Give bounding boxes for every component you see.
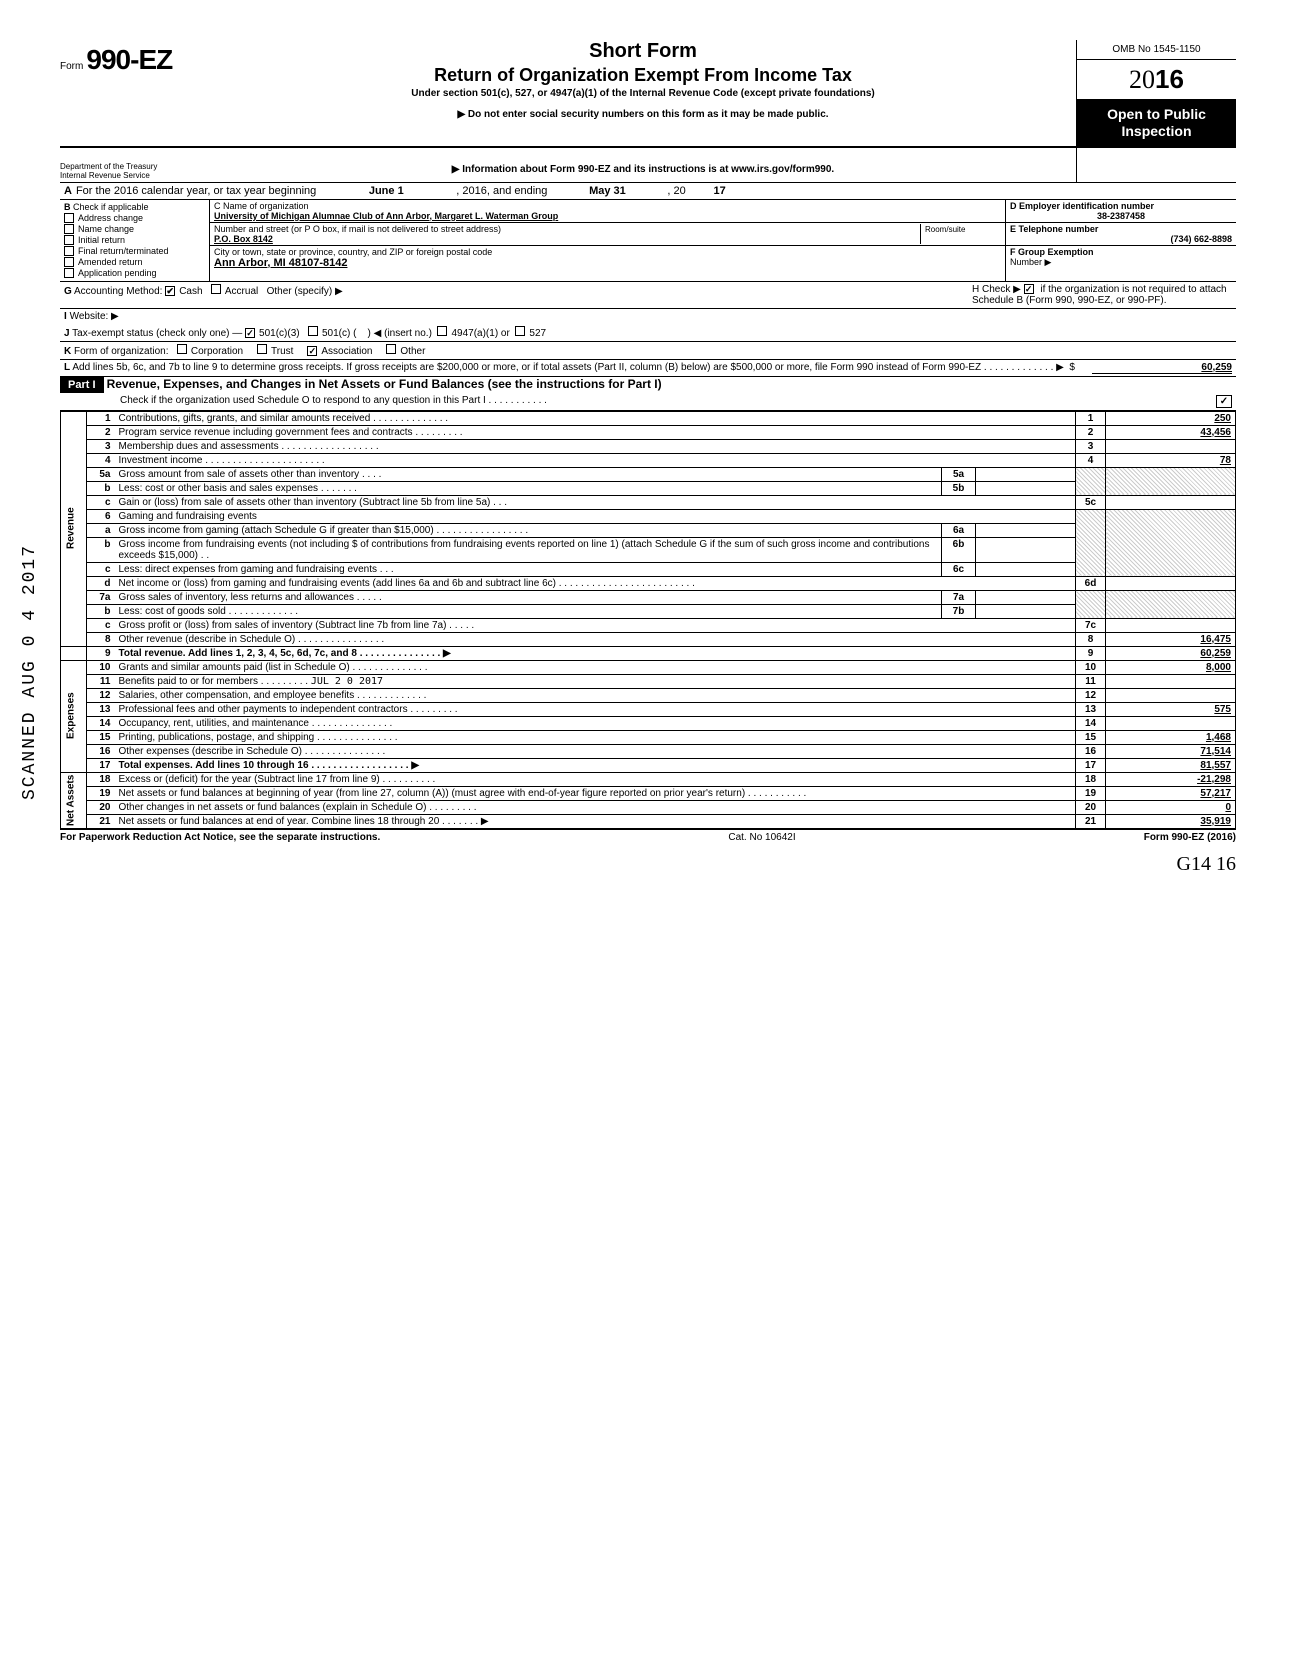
note-ssn: ▶ Do not enter social security numbers o… <box>218 109 1068 120</box>
paperwork-notice: For Paperwork Reduction Act Notice, see … <box>60 832 380 843</box>
phone-label: E Telephone number <box>1010 224 1232 234</box>
section-b: B Check if applicable Address change Nam… <box>60 200 210 281</box>
cb-527[interactable] <box>515 326 525 336</box>
cb-other-org[interactable] <box>386 344 396 354</box>
row-l: L Add lines 5b, 6c, and 7b to line 9 to … <box>60 360 1236 376</box>
dept-treasury: Department of the Treasury <box>60 162 206 171</box>
scanned-stamp: SCANNED AUG 0 4 2017 <box>20 544 40 800</box>
line-21-amt: 35,919 <box>1106 814 1236 828</box>
form-header: Form 990-EZ Short Form Return of Organiz… <box>60 40 1236 148</box>
cb-initial-return[interactable] <box>64 235 74 245</box>
section-def: D Employer identification number 38-2387… <box>1006 200 1236 281</box>
line-19-amt: 57,217 <box>1106 786 1236 800</box>
cb-501c[interactable] <box>308 326 318 336</box>
group-exemption-label: F Group Exemption <box>1010 247 1094 257</box>
cb-address-change[interactable] <box>64 213 74 223</box>
line-16-amt: 71,514 <box>1106 744 1236 758</box>
line-2-amt: 43,456 <box>1106 425 1236 439</box>
cb-amended-return[interactable] <box>64 257 74 267</box>
form-table: Revenue 1Contributions, gifts, grants, a… <box>60 411 1236 829</box>
group-exemption-number-label: Number ▶ <box>1010 257 1051 267</box>
line-9-amt: 60,259 <box>1106 646 1236 660</box>
line-20-amt: 0 <box>1106 800 1236 814</box>
cb-schedule-b[interactable]: ✓ <box>1024 284 1034 294</box>
subtitle: Under section 501(c), 527, or 4947(a)(1)… <box>218 88 1068 99</box>
year-end-month: May 31 <box>547 185 667 197</box>
org-name: University of Michigan Alumnae Club of A… <box>214 211 1001 221</box>
line-17-amt: 81,557 <box>1106 758 1236 772</box>
line-18-amt: -21,298 <box>1106 772 1236 786</box>
row-j: J Tax-exempt status (check only one) — ✓… <box>60 324 1236 342</box>
info-note: ▶ Information about Form 990-EZ and its … <box>210 148 1076 182</box>
cb-name-change[interactable] <box>64 224 74 234</box>
cb-application-pending[interactable] <box>64 268 74 278</box>
cb-schedule-o[interactable]: ✓ <box>1216 395 1232 408</box>
section-a: A For the 2016 calendar year, or tax yea… <box>60 183 1236 200</box>
line-1-amt: 250 <box>1106 411 1236 425</box>
line-11-amt <box>1106 674 1236 688</box>
omb-number: OMB No 1545-1150 <box>1077 40 1236 60</box>
cb-association[interactable]: ✓ <box>307 346 317 356</box>
cb-accrual[interactable] <box>211 284 221 294</box>
phone: (734) 662-8898 <box>1010 234 1232 244</box>
line-3-amt <box>1106 439 1236 453</box>
street-label: Number and street (or P O box, if mail i… <box>214 224 920 234</box>
org-name-label: C Name of organization <box>214 201 1001 211</box>
jul-stamp: JUL 2 0 2017 <box>311 676 383 687</box>
header-grid: B Check if applicable Address change Nam… <box>60 200 1236 282</box>
part1-header: Part I Revenue, Expenses, and Changes in… <box>60 376 1236 411</box>
side-net-assets: Net Assets <box>61 772 87 828</box>
gross-receipts: 60,259 <box>1092 362 1232 374</box>
open-public-badge: Open to Public Inspection <box>1077 100 1236 146</box>
ein-label: D Employer identification number <box>1010 201 1232 211</box>
cat-no: Cat. No 10642I <box>728 832 795 843</box>
street: P.O. Box 8142 <box>214 234 920 244</box>
form-ref: Form 990-EZ (2016) <box>1144 832 1236 843</box>
side-expenses: Expenses <box>61 660 87 772</box>
cb-4947[interactable] <box>437 326 447 336</box>
handwritten-note: G14 16 <box>60 853 1236 876</box>
row-g-h: G Accounting Method: ✔Cash Accrual Other… <box>60 282 1236 309</box>
footer: For Paperwork Reduction Act Notice, see … <box>60 829 1236 843</box>
main-title: Return of Organization Exempt From Incom… <box>218 65 1068 86</box>
cb-corporation[interactable] <box>177 344 187 354</box>
year-end-yy: 17 <box>686 185 726 197</box>
city-label: City or town, state or province, country… <box>214 247 1001 257</box>
row-k: K Form of organization: Corporation Trus… <box>60 342 1236 360</box>
cb-501c3[interactable]: ✓ <box>245 328 255 338</box>
form-number: 990-EZ <box>86 44 172 75</box>
short-form-title: Short Form <box>218 40 1068 63</box>
year-begin: June 1 <box>316 185 456 197</box>
line-15-amt: 1,468 <box>1106 730 1236 744</box>
room-suite-label: Room/suite <box>921 224 1001 244</box>
line-14-amt <box>1106 716 1236 730</box>
line-12-amt <box>1106 688 1236 702</box>
dept-row: Department of the Treasury Internal Reve… <box>60 148 1236 183</box>
section-c: C Name of organization University of Mic… <box>210 200 1006 281</box>
ein: 38-2387458 <box>1010 211 1232 221</box>
side-revenue: Revenue <box>61 411 87 646</box>
line-4-amt: 78 <box>1106 453 1236 467</box>
cb-trust[interactable] <box>257 344 267 354</box>
dept-irs: Internal Revenue Service <box>60 171 206 180</box>
cb-cash[interactable]: ✔ <box>165 286 175 296</box>
line-8-amt: 16,475 <box>1106 632 1236 646</box>
cb-final-return[interactable] <box>64 246 74 256</box>
city: Ann Arbor, MI 48107-8142 <box>214 257 1001 269</box>
line-13-amt: 575 <box>1106 702 1236 716</box>
line-10-amt: 8,000 <box>1106 660 1236 674</box>
row-i: I Website: ▶ <box>60 309 1236 324</box>
form-prefix: Form <box>60 61 83 72</box>
tax-year: 2016 <box>1077 60 1236 100</box>
